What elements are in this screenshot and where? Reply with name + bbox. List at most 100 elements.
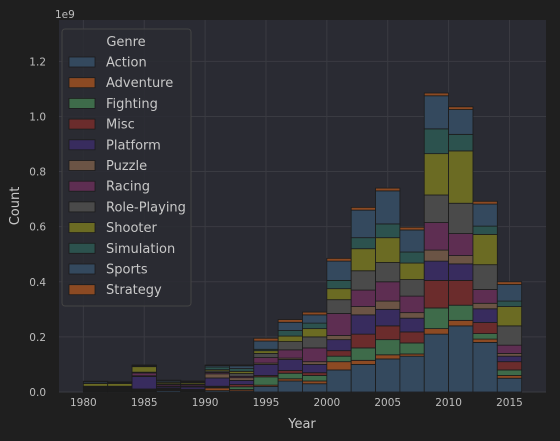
bar-segment-platform xyxy=(253,364,279,376)
legend-swatch-strategy xyxy=(68,284,96,296)
legend-swatch-fighting xyxy=(68,98,96,109)
legend-swatch-shooter xyxy=(68,222,96,234)
bar-segment-shooter xyxy=(253,350,279,354)
bar-segment-strategy xyxy=(302,311,328,316)
bar-segment-platform xyxy=(131,376,157,390)
bar-segment-strategy xyxy=(204,364,230,366)
bar-segment-misc xyxy=(399,331,425,344)
bar-segment-role-playing xyxy=(423,194,450,223)
bar-segment-sports xyxy=(302,314,328,324)
x-tick-label: 2010 xyxy=(435,397,462,409)
bar-segment-platform xyxy=(375,308,401,327)
bar-segment-action xyxy=(277,380,303,393)
bar-segment-shooter xyxy=(375,237,401,263)
legend-label-fighting: Fighting xyxy=(106,97,158,112)
x-tick-label: 2015 xyxy=(496,397,523,409)
bar-segment-role-playing xyxy=(350,270,376,291)
bar-segment-adventure xyxy=(496,375,523,379)
legend-swatch-platform xyxy=(68,139,96,151)
bar-segment-role-playing xyxy=(302,336,328,349)
bar-segment-action xyxy=(399,355,425,393)
y-tick-label: 1.2 xyxy=(29,56,46,68)
bars-group xyxy=(82,92,523,393)
y-tick-label: 1.0 xyxy=(29,111,46,123)
bar-segment-racing xyxy=(496,344,523,354)
legend-swatch-simulation xyxy=(68,242,96,254)
bar-segment-role-playing xyxy=(326,299,352,314)
bar-segment-sports xyxy=(496,284,523,302)
bar-segment-puzzle xyxy=(399,312,425,319)
bar-segment-strategy xyxy=(350,206,376,211)
bar-segment-sports xyxy=(326,260,352,281)
bar-segment-racing xyxy=(423,222,450,251)
bar-segment-fighting xyxy=(350,347,376,361)
bar-segment-role-playing xyxy=(375,262,401,283)
legend-swatch-adventure xyxy=(68,77,96,89)
bar-segment-fighting xyxy=(229,386,255,390)
bar-segment-racing xyxy=(326,313,352,336)
x-tick-label: 1995 xyxy=(253,397,280,409)
x-tick-label: 2000 xyxy=(313,397,340,409)
bar-segment-racing xyxy=(302,347,328,363)
bar-segment-platform xyxy=(302,364,328,374)
bar-segment-simulation xyxy=(448,133,474,152)
x-tick-label: 1985 xyxy=(131,397,158,409)
y-tick-label: 0.4 xyxy=(29,277,46,289)
bar-segment-racing xyxy=(350,289,376,307)
bar-segment-shooter xyxy=(448,150,474,204)
bar-segment-action xyxy=(472,341,498,393)
bar-segment-fighting xyxy=(423,307,450,330)
legend-label-platform: Platform xyxy=(106,138,161,153)
legend-swatch-action xyxy=(68,56,96,68)
legend-label-sports: Sports xyxy=(106,263,148,278)
y-tick-label: 0.2 xyxy=(29,332,46,344)
bar-segment-role-playing xyxy=(472,264,498,290)
x-tick-label: 1990 xyxy=(192,397,219,409)
bar-segment-role-playing xyxy=(496,325,523,346)
bar-segment-puzzle xyxy=(496,353,523,357)
bar-segment-strategy xyxy=(472,200,498,205)
legend-label-role-playing: Role-Playing xyxy=(106,200,186,215)
bar-segment-action xyxy=(423,333,450,393)
bar-segment-strategy xyxy=(399,226,425,231)
bar-segment-simulation xyxy=(423,128,450,155)
bar-segment-racing xyxy=(448,233,474,257)
bar-segment-platform xyxy=(448,263,474,281)
bar-segment-role-playing xyxy=(253,353,279,358)
legend: Genre Action Adventure Fighting Misc Platfor… xyxy=(61,28,192,307)
bar-segment-platform xyxy=(423,260,450,281)
bar-segment-platform xyxy=(496,355,523,363)
bar-segment-strategy xyxy=(277,319,303,323)
bar-segment-racing xyxy=(399,295,425,314)
bar-segment-puzzle xyxy=(423,249,450,262)
bar-segment-fighting xyxy=(277,372,303,380)
legend-swatch-misc xyxy=(68,118,96,130)
bar-segment-adventure xyxy=(472,338,498,343)
bar-segment-shooter xyxy=(277,335,303,342)
bar-segment-adventure xyxy=(375,354,401,360)
bar-segment-action xyxy=(496,377,523,393)
bar-segment-action xyxy=(302,383,328,393)
bar-segment-sports xyxy=(229,365,255,369)
legend-title: Genre xyxy=(106,35,145,50)
bar-segment-action xyxy=(350,364,376,393)
bar-segment-shooter xyxy=(472,233,498,266)
y-axis-label: Count xyxy=(8,187,23,226)
bar-segment-adventure xyxy=(204,387,230,392)
bar-segment-fighting xyxy=(253,376,279,386)
bar-segment-misc xyxy=(423,279,450,309)
legend-label-racing: Racing xyxy=(106,180,150,195)
bar-segment-simulation xyxy=(350,237,376,250)
bar-segment-adventure xyxy=(326,361,352,371)
bar-segment-simulation xyxy=(496,300,523,307)
bar-segment-adventure xyxy=(350,359,376,365)
bar-segment-sports xyxy=(423,95,450,130)
legend-swatch-sports xyxy=(68,263,96,275)
legend-label-strategy: Strategy xyxy=(106,283,162,298)
bar-segment-puzzle xyxy=(326,335,352,341)
bar-segment-simulation xyxy=(277,330,303,337)
bar-segment-puzzle xyxy=(204,373,230,379)
legend-items: Action Adventure Fighting Misc Platform Puzzl… xyxy=(68,56,186,298)
x-axis-ticks: 1980 1985 1990 1995 2000 2005 2010 2015 xyxy=(70,397,523,409)
y-tick-label: 0.0 xyxy=(29,387,46,399)
